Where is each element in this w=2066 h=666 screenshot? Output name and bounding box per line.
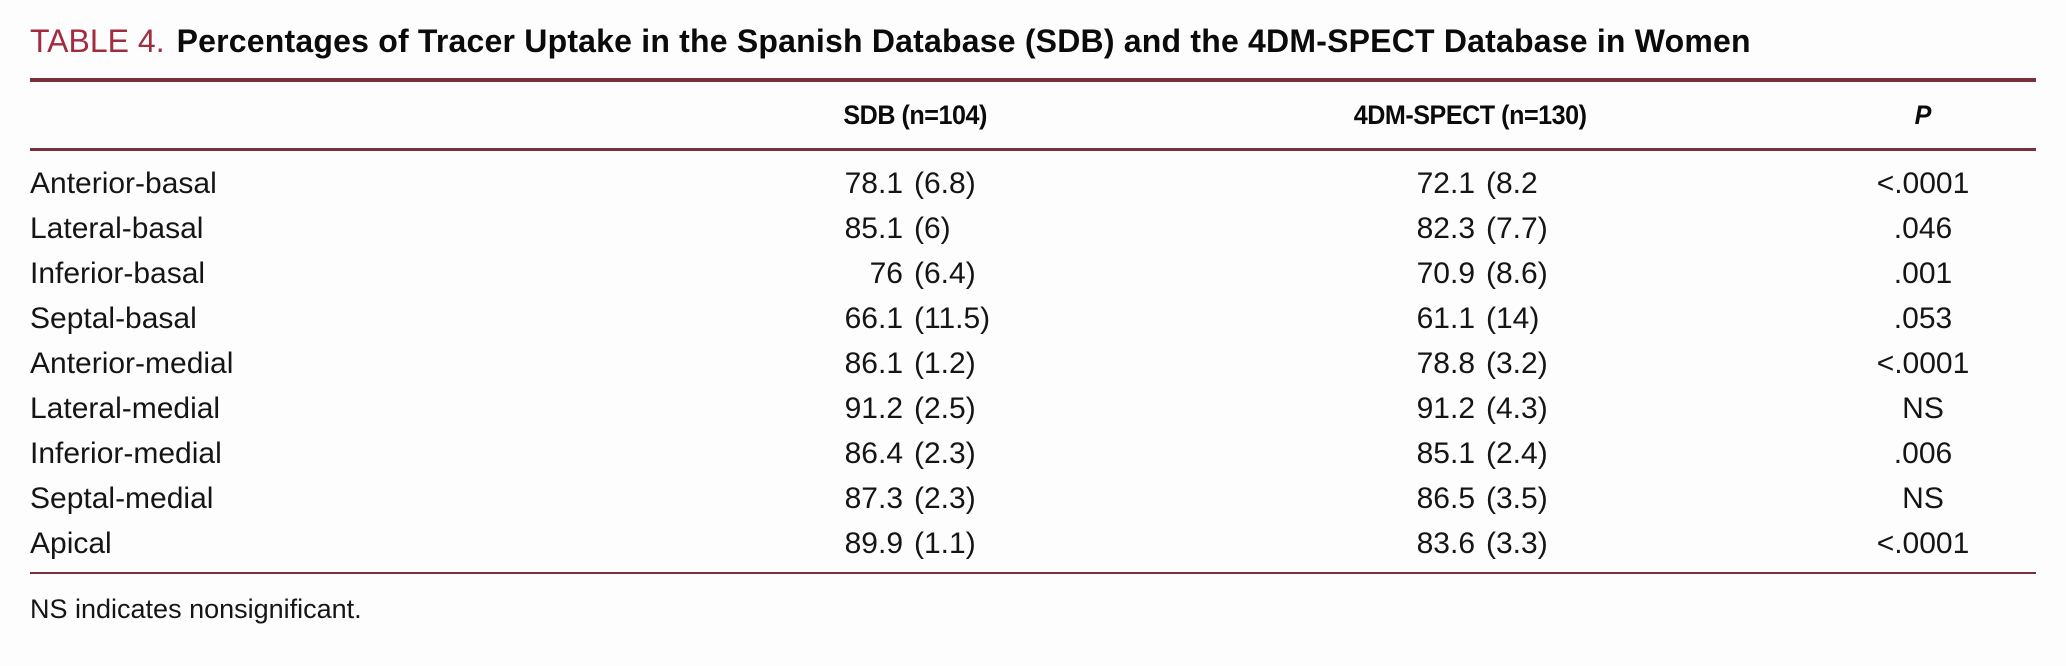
column-header-4dm-spect: 4DM-SPECT (n=130) [1353,99,1587,130]
mean-value: 72.1 [1416,166,1475,200]
table-title: TABLE 4. Percentages of Tracer Uptake in … [30,0,2036,60]
row-label: Septal-medial [30,481,214,515]
mean-value: 78.1 [844,166,903,200]
spect-value: 70.9 (8.6) [1130,257,1810,291]
row-label: Lateral-basal [30,211,204,245]
table-row: Anterior-medial 86.1 (1.2) 78.8 (3.2) <.00… [30,341,2036,386]
table-row: Apical 89.9 (1.1) 83.6 (3.3) <.0001 [30,521,2036,566]
column-header-sdb: SDB (n=104) [843,99,987,130]
sdb-value: 89.9 (1.1) [700,527,1130,561]
mean-value: 86.4 [844,436,903,470]
sd-value: (11.5) [914,301,991,335]
column-header-region [30,100,700,131]
mean-value: 66.1 [844,301,903,335]
sd-value: (6) [914,211,951,245]
table-header-row: SDB (n=104) 4DM-SPECT (n=130) P [30,82,2036,148]
table-footnote: NS indicates nonsignificant. [30,594,362,624]
row-label: Inferior-medial [30,436,222,470]
sd-value: (6.4) [914,256,976,290]
spect-value: 61.1 (14) [1130,302,1810,336]
table-body: Anterior-basal 78.1 (6.8) 72.1 (8.2 <.0001… [30,151,2036,566]
sdb-value: 86.1 (1.2) [700,347,1130,381]
row-label: Anterior-basal [30,166,217,200]
sdb-value: 86.4 (2.3) [700,437,1130,471]
table-row: Lateral-basal 85.1 (6) 82.3 (7.7) .046 [30,206,2036,251]
spect-value: 72.1 (8.2 [1130,167,1810,201]
sd-value: (3.2) [1486,346,1548,380]
sdb-value: 91.2 (2.5) [700,392,1130,426]
mean-value: 87.3 [844,481,903,515]
sdb-value: 85.1 (6) [700,212,1130,246]
sdb-value: 76 (6.4) [700,257,1130,291]
spect-value: 82.3 (7.7) [1130,212,1810,246]
mean-value: 89.9 [844,526,903,560]
sdb-value: 78.1 (6.8) [700,167,1130,201]
sd-value: (14) [1486,301,1540,335]
horizontal-rule-header [30,148,2036,151]
sd-value: (8.6) [1486,256,1548,290]
sd-value: (6.8) [914,166,976,200]
sdb-value: 87.3 (2.3) [700,482,1130,516]
sd-value: (2.3) [914,481,976,515]
mean-value: 70.9 [1416,256,1475,290]
p-value: .053 [1893,301,1953,335]
spect-value: 91.2 (4.3) [1130,392,1810,426]
mean-value: 86.1 [844,346,903,380]
table-row: Inferior-basal 76 (6.4) 70.9 (8.6) .001 [30,251,2036,296]
row-label: Lateral-medial [30,391,221,425]
mean-value: 83.6 [1416,526,1475,560]
sd-value: (4.3) [1486,391,1548,425]
sd-value: (7.7) [1486,211,1548,245]
mean-value: 76 [869,256,903,290]
sd-value: (1.1) [914,526,976,560]
row-label: Septal-basal [30,301,197,335]
mean-value: 78.8 [1416,346,1475,380]
table-row: Lateral-medial 91.2 (2.5) 91.2 (4.3) NS [30,386,2036,431]
table-row: Septal-medial 87.3 (2.3) 86.5 (3.5) NS [30,476,2036,521]
table-row: Septal-basal 66.1 (11.5) 61.1 (14) .053 [30,296,2036,341]
row-label: Apical [30,526,112,560]
spect-value: 85.1 (2.4) [1130,437,1810,471]
sd-value: (1.2) [914,346,976,380]
mean-value: 91.2 [844,391,903,425]
table-row: Anterior-basal 78.1 (6.8) 72.1 (8.2 <.0001 [30,161,2036,206]
p-value: .046 [1893,211,1953,245]
table-row: Inferior-medial 86.4 (2.3) 85.1 (2.4) .006 [30,431,2036,476]
mean-value: 61.1 [1416,301,1475,335]
mean-value: 82.3 [1416,211,1475,245]
p-value: .001 [1893,256,1953,290]
table-number-label: TABLE 4. [30,23,165,59]
p-value: <.0001 [1876,526,1970,560]
p-value: NS [1902,391,1944,425]
sd-value: (3.3) [1486,526,1548,560]
spect-value: 83.6 (3.3) [1130,527,1810,561]
column-header-p: P [1914,99,1932,130]
p-value: .006 [1893,436,1953,470]
horizontal-rule-top [30,78,2036,82]
p-value: <.0001 [1876,346,1970,380]
mean-value: 91.2 [1416,391,1475,425]
sdb-value: 66.1 (11.5) [700,302,1130,336]
sd-value: (8.2 [1486,166,1538,200]
horizontal-rule-bottom [30,572,2036,574]
spect-value: 78.8 (3.2) [1130,347,1810,381]
p-value: NS [1902,481,1944,515]
p-value: <.0001 [1876,166,1970,200]
sd-value: (2.5) [914,391,976,425]
mean-value: 86.5 [1416,481,1475,515]
row-label: Anterior-medial [30,346,234,380]
row-label: Inferior-basal [30,256,206,290]
spect-value: 86.5 (3.5) [1130,482,1810,516]
table-title-text: Percentages of Tracer Uptake in the Span… [176,23,1751,59]
sd-value: (2.3) [914,436,976,470]
sd-value: (2.4) [1486,436,1548,470]
mean-value: 85.1 [844,211,903,245]
mean-value: 85.1 [1416,436,1475,470]
sd-value: (3.5) [1486,481,1548,515]
